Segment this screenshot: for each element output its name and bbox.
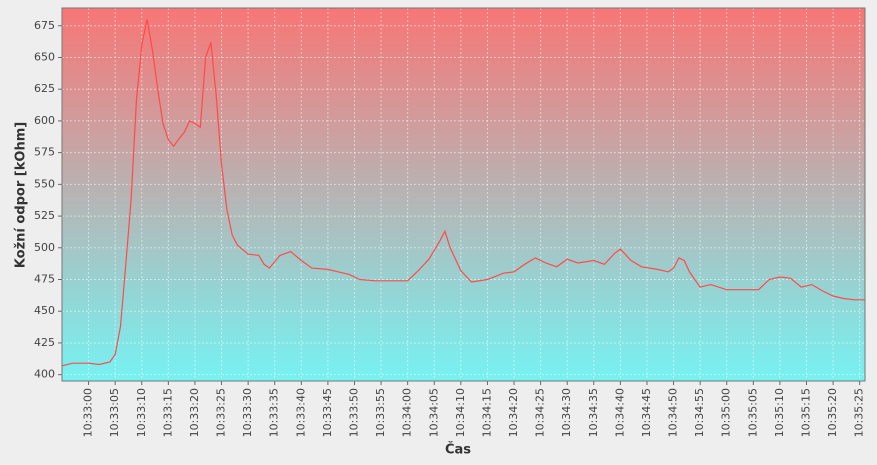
x-tick-label: 10:34:05: [427, 388, 440, 437]
x-tick-label: 10:35:05: [746, 388, 759, 437]
x-tick-label: 10:35:15: [800, 388, 813, 437]
x-tick-label: 10:34:25: [534, 388, 547, 437]
y-axis-label: Kožní odpor [kOhm]: [14, 122, 29, 268]
y-tick-label: 450: [34, 304, 55, 317]
x-tick-label: 10:33:10: [135, 388, 148, 437]
x-tick-label: 10:33:15: [161, 388, 174, 437]
y-tick-label: 400: [34, 368, 55, 381]
x-tick-label: 10:34:20: [507, 388, 520, 437]
x-tick-label: 10:33:45: [321, 388, 334, 437]
y-tick-label: 425: [34, 336, 55, 349]
x-tick-label: 10:35:00: [720, 388, 733, 437]
y-tick-label: 675: [34, 19, 55, 32]
y-tick-label: 500: [34, 241, 55, 254]
x-tick-label: 10:34:30: [560, 388, 573, 437]
y-tick-label: 525: [34, 209, 55, 222]
x-tick-label: 10:34:45: [640, 388, 653, 437]
data-line: [61, 19, 865, 367]
x-tick-label: 10:34:15: [480, 388, 493, 437]
y-tick-label: 575: [34, 146, 55, 159]
x-tick-label: 10:34:55: [693, 388, 706, 437]
x-tick-label: 10:34:40: [613, 388, 626, 437]
y-tick-label: 475: [34, 273, 55, 286]
x-tick-label: 10:33:25: [215, 388, 228, 437]
x-tick-label: 10:33:05: [108, 388, 121, 437]
y-tick-label: 625: [34, 82, 55, 95]
x-tick-label: 10:33:30: [241, 388, 254, 437]
y-tick-label: 550: [34, 177, 55, 190]
x-tick-label: 10:34:10: [454, 388, 467, 437]
plot-border: [61, 7, 866, 382]
x-tick-label: 10:33:35: [268, 388, 281, 437]
x-tick-label: 10:33:40: [294, 388, 307, 437]
x-tick-label: 10:35:10: [773, 388, 786, 437]
x-tick-label: 10:33:20: [188, 388, 201, 437]
y-tick-label: 600: [34, 114, 55, 127]
x-tick-label: 10:34:50: [667, 388, 680, 437]
plot-area: [62, 8, 865, 381]
x-tick-label: 10:35:25: [853, 388, 866, 437]
x-tick-label: 10:33:00: [82, 388, 95, 437]
x-tick-label: 10:33:50: [347, 388, 360, 437]
x-tick-label: 10:34:35: [587, 388, 600, 437]
x-tick-label: 10:34:00: [401, 388, 414, 437]
x-axis-label: Čas: [445, 442, 471, 458]
x-tick-label: 10:33:55: [374, 388, 387, 437]
y-tick-label: 650: [34, 50, 55, 63]
x-tick-label: 10:35:20: [826, 388, 839, 437]
